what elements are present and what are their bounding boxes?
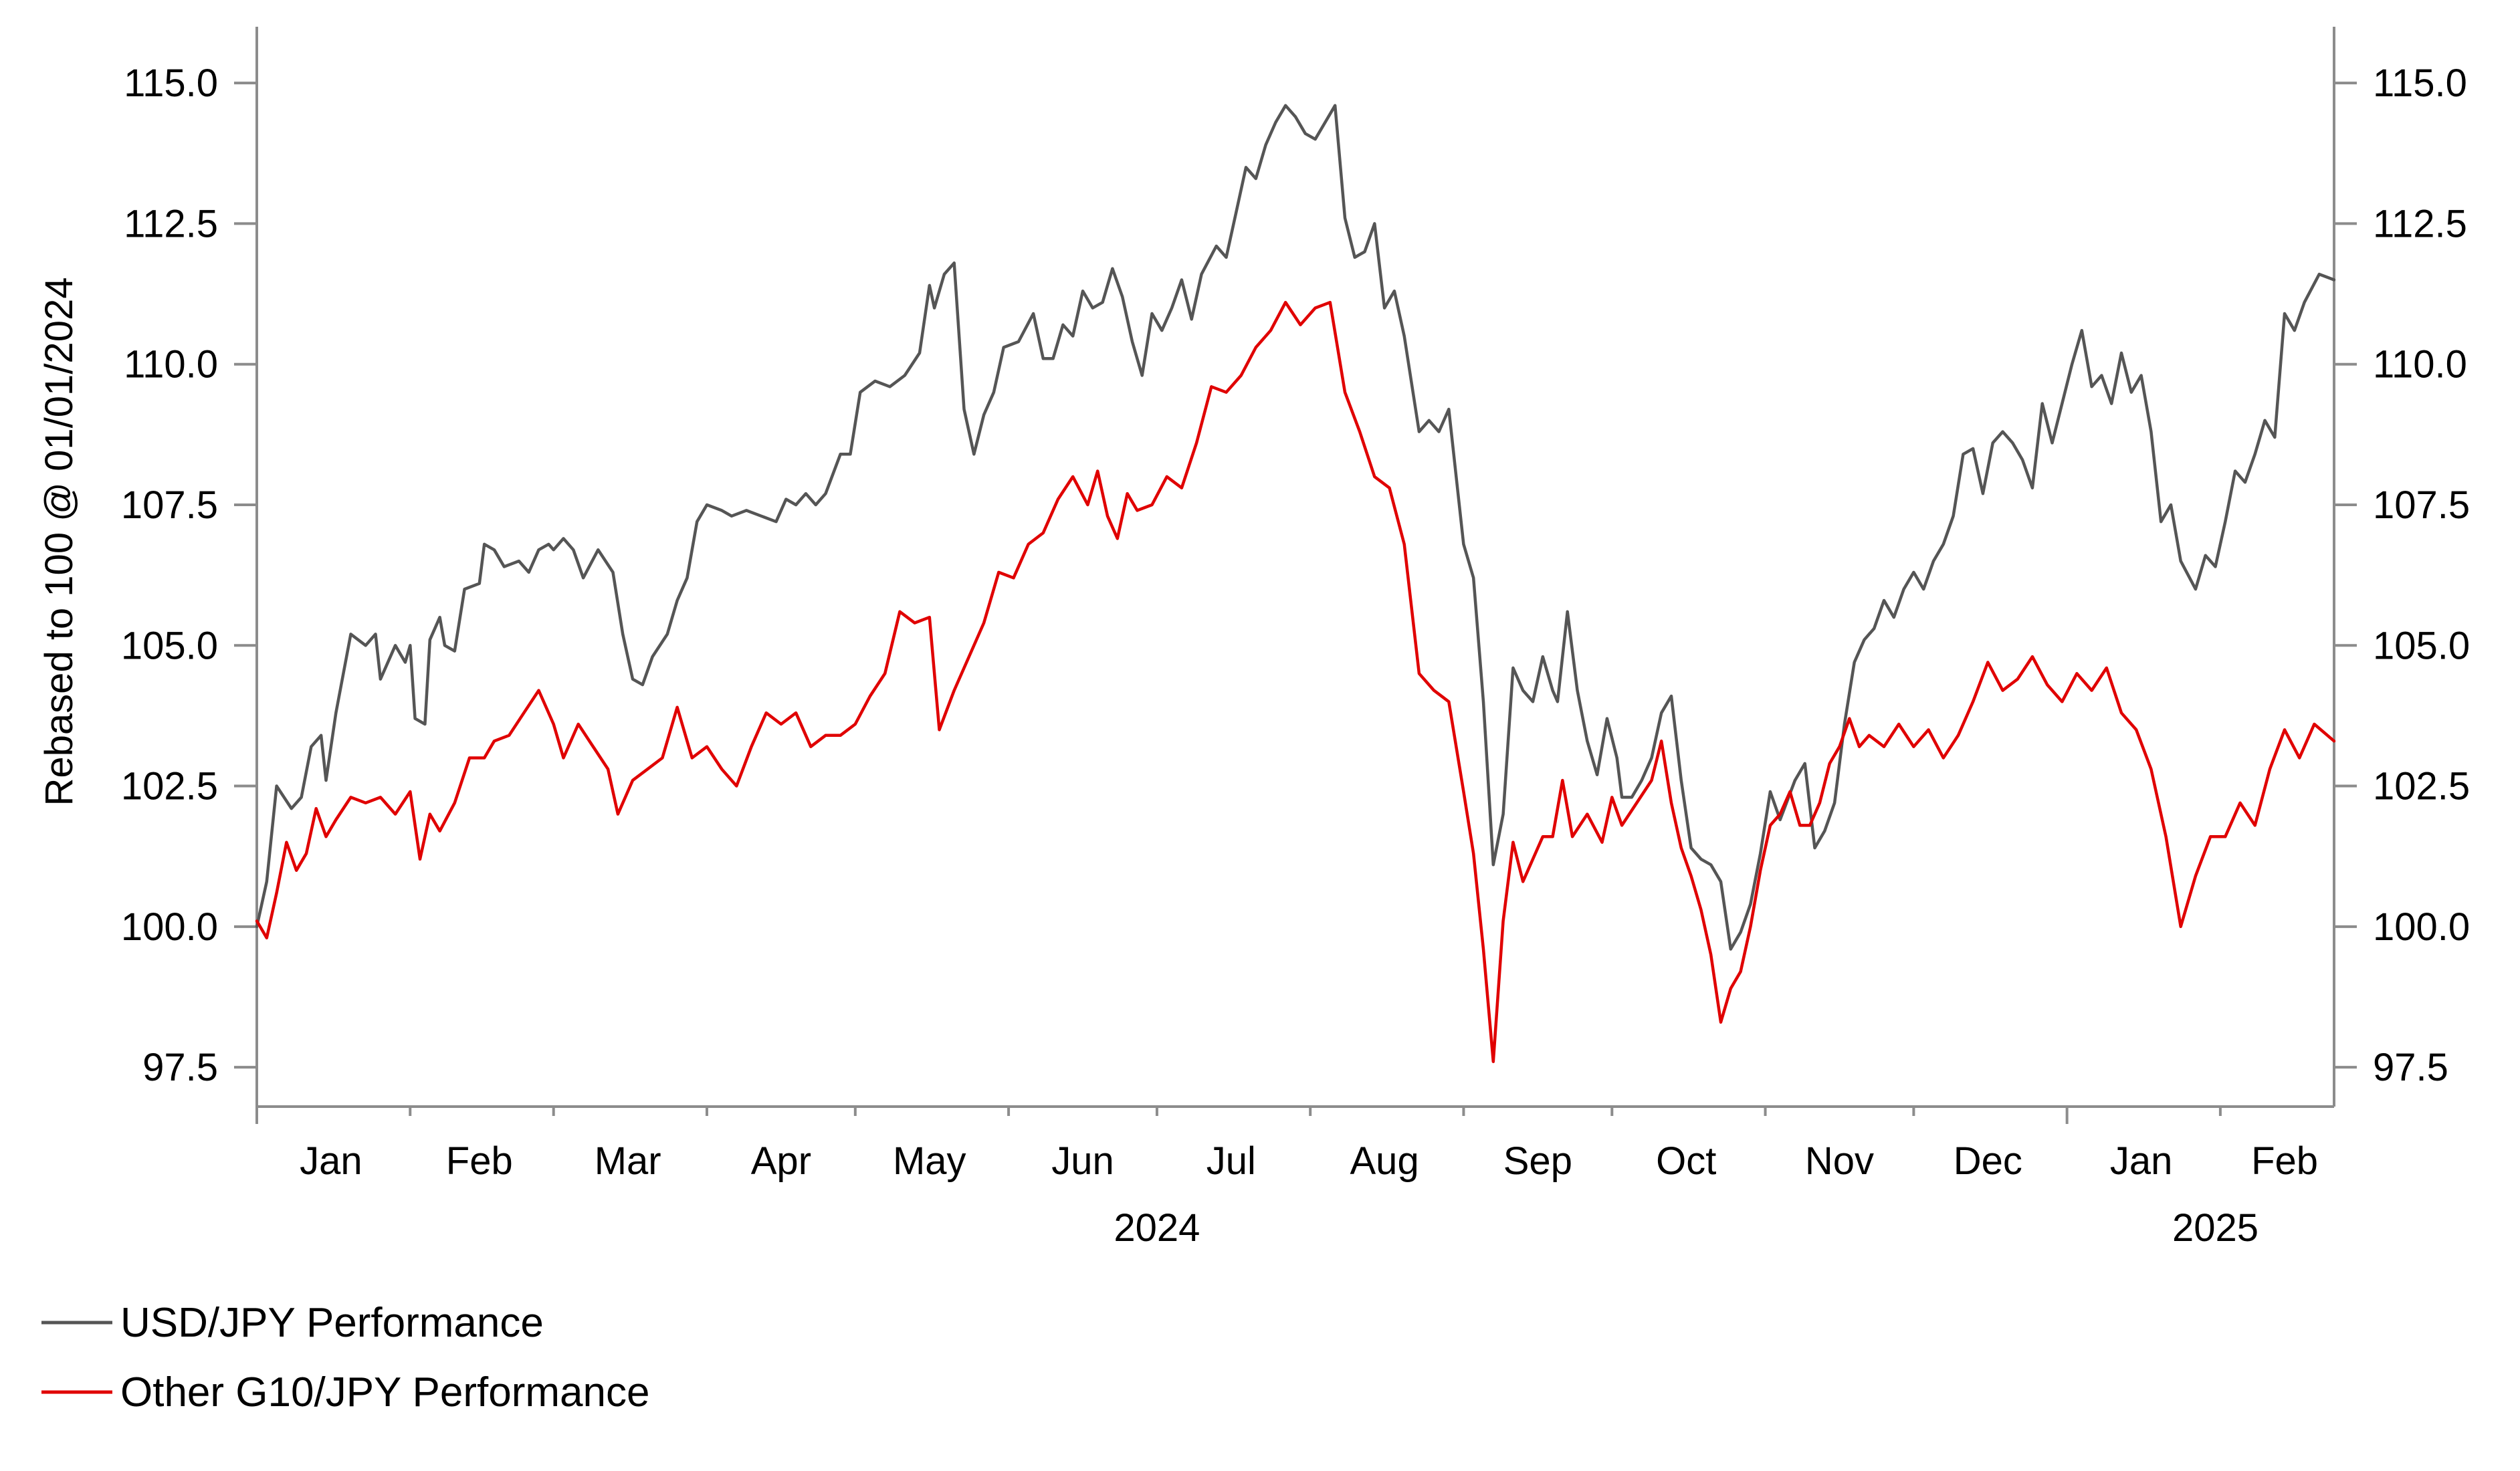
y-tick-label-right: 97.5 [2373,1046,2448,1089]
x-tick-label: Jan [300,1139,362,1183]
x-tick-label: Mar [595,1139,661,1183]
series-line-usdjpy [255,104,2336,951]
y-tick-label-left: 112.5 [124,202,218,245]
x-year-label: 2024 [1114,1206,1200,1250]
series-layer [255,104,2336,1063]
y-tick-label-right: 115.0 [2373,62,2467,105]
x-tick-label: Feb [2251,1139,2318,1183]
y-tick-label-left: 115.0 [124,62,218,105]
y-tick-label-right: 100.0 [2373,905,2470,949]
y-tick-label-left: 100.0 [121,905,218,949]
y-tick-label-left: 102.5 [121,765,218,808]
y-tick-label-left: 105.0 [121,624,218,667]
x-tick-label: Sep [1503,1139,1572,1183]
y-tick-label-left: 97.5 [142,1046,218,1089]
x-tick-label: May [893,1139,966,1183]
legend: USD/JPY Performance Other G10/JPY Perfor… [41,1300,649,1416]
y-tick-label-right: 110.0 [2373,343,2467,386]
x-tick-label: Feb [446,1139,513,1183]
y-tick-label-right: 107.5 [2373,483,2470,527]
x-tick-label: Jan [2110,1139,2173,1183]
x-tick-label: Nov [1805,1139,1874,1183]
x-tick-label: Dec [1954,1139,2022,1183]
y-axis-label: Rebased to 100 @ 01/01/2024 [37,277,81,806]
series-line-other-g10 [255,300,2336,1063]
x-tick-label: Oct [1656,1139,1716,1183]
y-tick-label-right: 105.0 [2373,624,2470,667]
x-tick-label: Apr [751,1139,811,1183]
x-tick-label: Aug [1350,1139,1419,1183]
legend-item-other-g10: Other G10/JPY Performance [41,1369,649,1416]
legend-label-other-g10: Other G10/JPY Performance [120,1369,649,1416]
x-tick-label: Jun [1051,1139,1114,1183]
legend-item-usdjpy: USD/JPY Performance [41,1300,544,1346]
y-tick-label-left: 107.5 [121,483,218,527]
legend-label-usdjpy: USD/JPY Performance [120,1300,544,1346]
y-tick-label-right: 102.5 [2373,765,2470,808]
x-tick-label: Jul [1206,1139,1256,1183]
y-tick-label-right: 112.5 [2373,202,2467,245]
x-year-label: 2025 [2172,1206,2259,1250]
y-tick-label-left: 110.0 [124,343,218,386]
axes: 97.5 97.5 100.0 100.0 102.5 102.5 105.0 105.0 10… [121,27,2470,1250]
